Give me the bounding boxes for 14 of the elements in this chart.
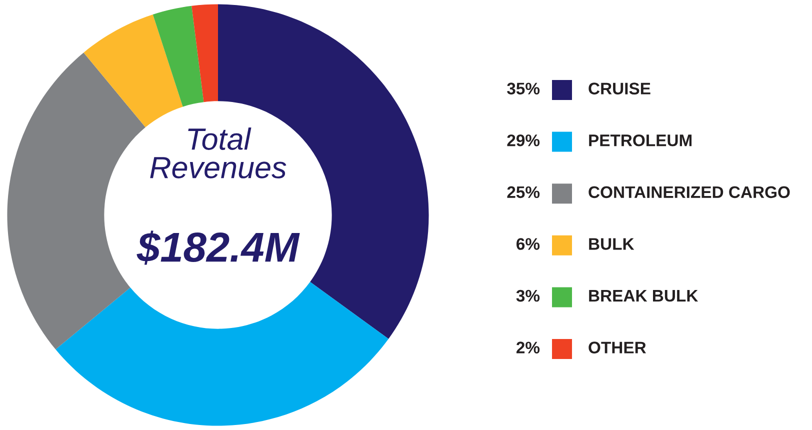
data-label: 2% <box>516 342 540 354</box>
text: $182.4M <box>136 230 300 265</box>
text: Total Revenues <box>150 127 286 178</box>
legend-label: CONTAINERIZED CARGO <box>588 186 790 198</box>
data-label: 25% <box>507 186 540 198</box>
data-label: 29% <box>507 134 540 146</box>
data-label: 3% <box>516 290 540 302</box>
legend-label: OTHER <box>588 342 646 354</box>
data-label: 35% <box>507 82 540 94</box>
data-label: 6% <box>516 238 540 250</box>
legend-label: BULK <box>589 238 634 250</box>
legend-label: CRUISE <box>588 82 650 94</box>
legend-label: PETROLEUM <box>589 134 692 146</box>
legend-label: BREAK BULK <box>589 290 698 302</box>
